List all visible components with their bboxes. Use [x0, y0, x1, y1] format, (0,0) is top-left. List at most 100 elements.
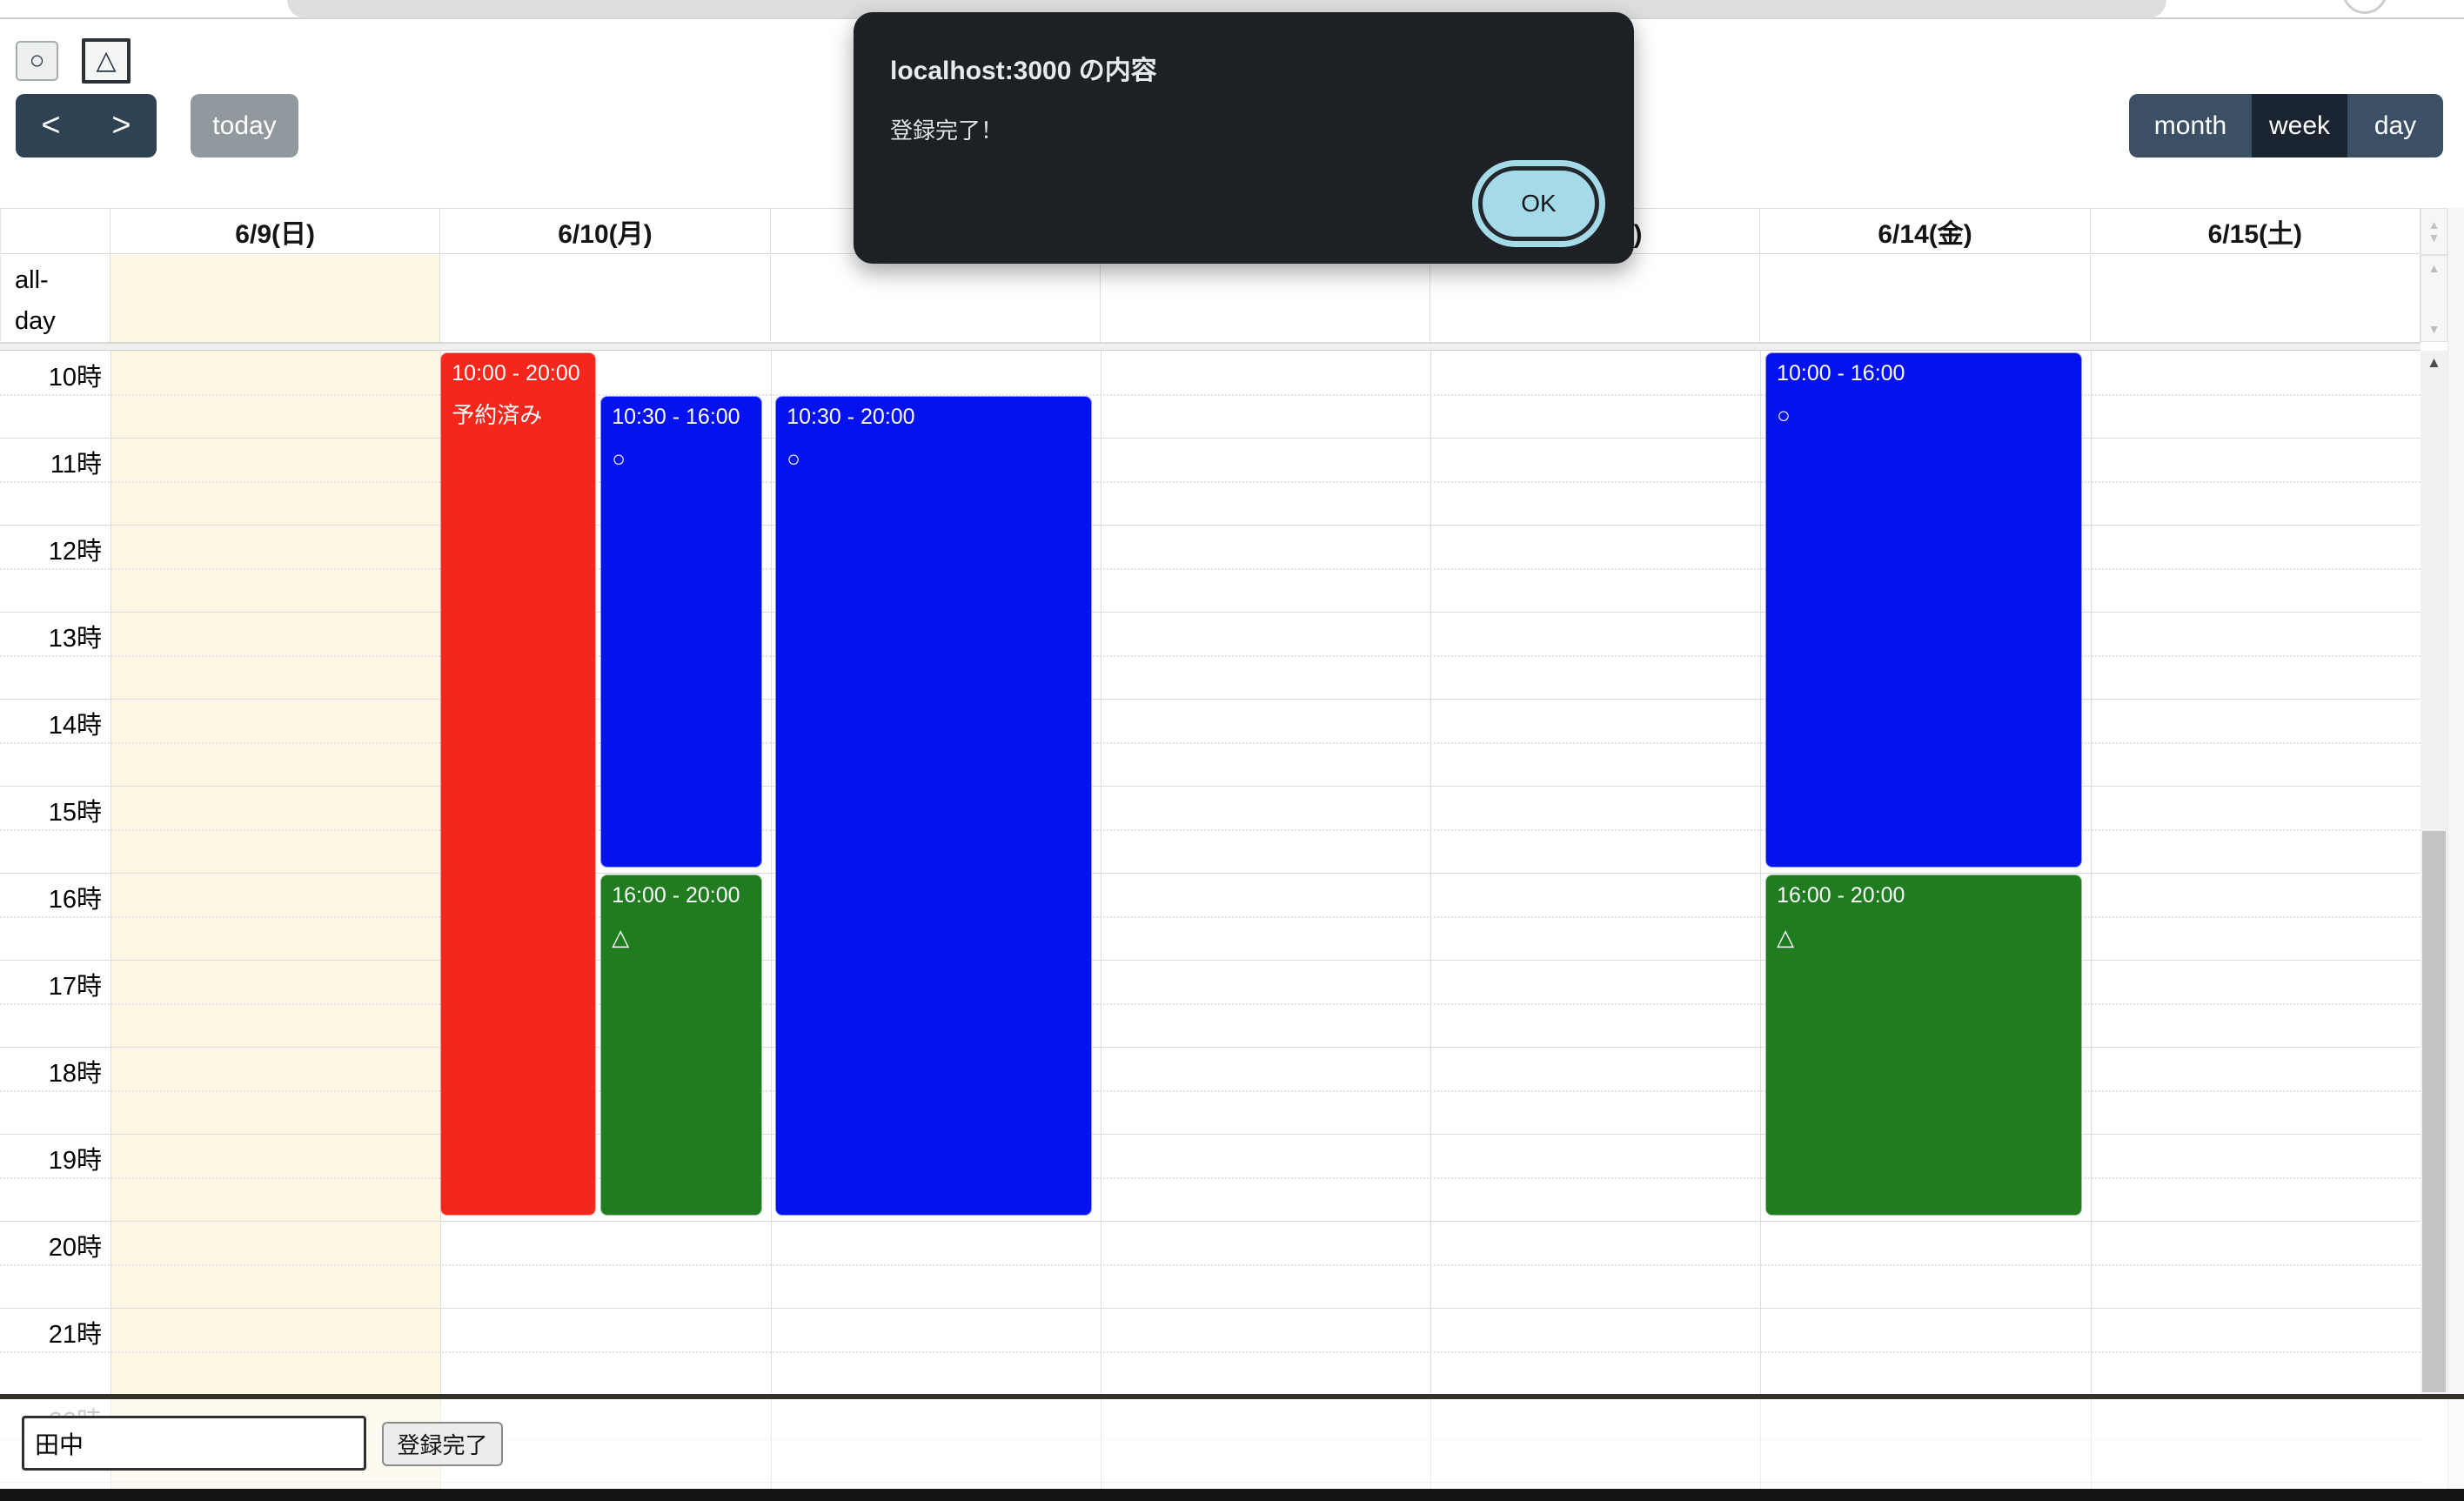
calendar-event[interactable]: 16:00 - 20:00 △: [1765, 874, 2083, 1216]
half-hour-gridline: [0, 394, 2420, 396]
hour-gridline: [0, 786, 2420, 787]
calendar-event[interactable]: 10:00 - 16:00 ○: [1765, 352, 2083, 868]
half-hour-gridline: [0, 1177, 2420, 1179]
calendar-event[interactable]: 10:30 - 20:00 ○: [775, 396, 1093, 1216]
register-complete-button[interactable]: 登録完了: [382, 1422, 503, 1466]
day-header: 6/10(月): [440, 209, 771, 253]
scrollbar-thumb[interactable]: [2422, 831, 2446, 1392]
header-scrollbar[interactable]: ▲ ▼: [2420, 208, 2447, 255]
day-header: 6/15(土): [2091, 209, 2420, 253]
view-day-button[interactable]: day: [2347, 94, 2443, 157]
time-axis-label: 19時: [48, 1147, 102, 1175]
page-scrollbar-strip: [2447, 208, 2464, 1489]
time-axis-label: 13時: [48, 625, 102, 653]
scroll-up-icon: ▲: [2427, 218, 2441, 231]
event-time-label: 10:30 - 16:00: [612, 405, 740, 429]
hour-gridline: [0, 438, 2420, 439]
name-input[interactable]: [22, 1416, 366, 1471]
time-axis-label: 12時: [48, 538, 102, 566]
dialog-ok-button[interactable]: OK: [1478, 166, 1599, 241]
hour-gridline: [0, 525, 2420, 526]
chevron-left-icon: <: [41, 107, 61, 144]
hour-gridline: [0, 1308, 2420, 1309]
bottom-black-bar: [0, 1489, 2464, 1501]
event-title: ○: [1777, 402, 1791, 429]
all-day-cell[interactable]: [2091, 255, 2420, 342]
browser-ui-circle: [2342, 0, 2387, 14]
column-gridline: [110, 351, 111, 1501]
time-axis-label: 14時: [48, 712, 102, 740]
event-time-label: 10:30 - 20:00: [787, 405, 915, 429]
hour-gridline: [0, 1221, 2420, 1222]
event-time-label: 16:00 - 20:00: [612, 883, 740, 908]
time-grid-scrollbar[interactable]: ▲: [2420, 351, 2447, 1394]
column-gridline: [770, 351, 772, 1501]
dialog-title: localhost:3000 の内容: [890, 57, 1157, 85]
time-axis-label: 16時: [48, 886, 102, 914]
half-hour-gridline: [0, 1090, 2420, 1092]
hour-gridline: [0, 612, 2420, 613]
time-axis-label: 21時: [48, 1321, 102, 1349]
calendar-event[interactable]: 10:00 - 20:00 予約済み: [440, 352, 596, 1216]
scroll-down-icon: ▼: [2427, 322, 2441, 336]
header-grid-divider: [0, 342, 2420, 351]
triangle-marker-button[interactable]: △: [82, 38, 131, 84]
column-gridline: [1760, 351, 1762, 1501]
time-grid[interactable]: 10時11時12時13時14時15時16時17時18時19時20時21時22時2…: [0, 351, 2420, 1501]
column-gridline: [1430, 351, 1432, 1501]
all-day-cell[interactable]: [1430, 255, 1761, 342]
half-hour-gridline: [0, 742, 2420, 744]
time-axis-label: 11時: [50, 451, 102, 479]
half-hour-gridline: [0, 1438, 2420, 1440]
view-month-button[interactable]: month: [2129, 94, 2252, 157]
event-time-label: 16:00 - 20:00: [1777, 883, 1905, 908]
all-day-cell[interactable]: [110, 255, 441, 342]
hour-gridline: [0, 699, 2420, 700]
event-title: ○: [787, 446, 800, 472]
half-hour-gridline: [0, 568, 2420, 570]
half-hour-gridline: [0, 829, 2420, 831]
half-hour-gridline: [0, 481, 2420, 483]
event-title: △: [1777, 924, 1795, 951]
half-hour-gridline: [0, 1003, 2420, 1005]
view-switcher: month week day: [2129, 94, 2443, 157]
hour-gridline: [0, 1047, 2420, 1048]
time-axis-label: 18時: [48, 1060, 102, 1088]
dialog-message: 登録完了！: [890, 117, 1004, 144]
prev-next-button-group: < >: [16, 94, 157, 157]
prev-button[interactable]: <: [16, 94, 86, 157]
all-day-cell[interactable]: [440, 255, 771, 342]
today-button[interactable]: today: [191, 94, 298, 157]
half-hour-gridline: [0, 655, 2420, 657]
half-hour-gridline: [0, 1351, 2420, 1353]
chevron-right-icon: >: [111, 107, 131, 144]
view-week-button[interactable]: week: [2252, 94, 2347, 157]
today-column-highlight: [110, 351, 441, 1501]
calendar-event[interactable]: 10:30 - 16:00 ○: [600, 396, 763, 868]
below-viewport-wash: [0, 1400, 2464, 1489]
time-axis-label: 17時: [48, 973, 102, 1001]
all-day-cell[interactable]: [1760, 255, 2091, 342]
viewport-bottom-border: [0, 1394, 2464, 1399]
event-time-label: 10:00 - 20:00: [452, 361, 580, 385]
scroll-up-icon: ▲: [2427, 261, 2441, 275]
event-title: △: [612, 924, 630, 951]
all-day-row: all- day: [0, 255, 2420, 342]
day-header: 6/14(金): [1760, 209, 2091, 253]
browser-omnibox-edge: [287, 0, 2166, 18]
time-axis-label: 15時: [48, 799, 102, 827]
next-button[interactable]: >: [86, 94, 157, 157]
all-day-cell[interactable]: [771, 255, 1101, 342]
all-day-scrollbar[interactable]: ▲ ▼: [2420, 255, 2447, 342]
event-title: 予約済み: [452, 402, 543, 429]
circle-marker-button[interactable]: ○: [16, 41, 58, 81]
time-axis-label: 10時: [48, 364, 102, 392]
all-day-label: all- day: [0, 255, 110, 342]
all-day-cell[interactable]: [1101, 255, 1431, 342]
event-title: ○: [612, 446, 626, 472]
calendar-event[interactable]: 16:00 - 20:00 △: [600, 874, 763, 1216]
half-hour-gridline: [0, 916, 2420, 918]
day-header: 6/9(日): [110, 209, 441, 253]
hour-gridline: [0, 1134, 2420, 1135]
axis-header-spacer: [0, 209, 110, 253]
